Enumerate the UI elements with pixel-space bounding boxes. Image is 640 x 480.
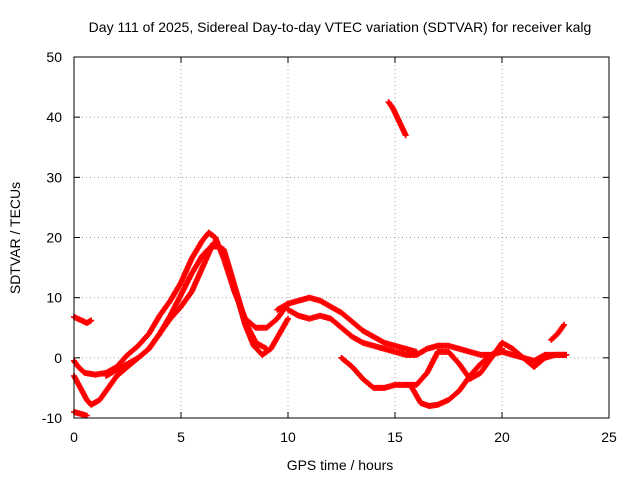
- x-axis-label: GPS time / hours: [287, 457, 394, 473]
- data-point: [402, 132, 409, 139]
- data-point: [563, 351, 570, 358]
- x-tick-label: 10: [280, 429, 296, 445]
- y-tick-label: 30: [46, 169, 62, 185]
- data-points-layer: [71, 99, 570, 419]
- y-axis-label: SDTVAR / TECUs: [7, 182, 23, 294]
- data-point: [88, 317, 95, 324]
- series-track-11: [548, 321, 568, 343]
- data-point: [263, 345, 270, 352]
- series-track-4: [71, 408, 90, 419]
- series-track-8: [338, 339, 570, 391]
- series-track-10: [385, 99, 409, 139]
- x-tick-label: 25: [601, 429, 617, 445]
- y-tick-label: 0: [54, 350, 62, 366]
- y-tick-label: 50: [46, 49, 62, 65]
- x-tick-label: 15: [387, 429, 403, 445]
- y-tick-label: 40: [46, 109, 62, 125]
- series-track-7: [285, 306, 570, 364]
- series-track-9: [409, 345, 505, 409]
- chart-title: Day 111 of 2025, Sidereal Day-to-day VTE…: [89, 19, 592, 35]
- y-tick-label: 20: [46, 230, 62, 246]
- data-point: [499, 345, 505, 352]
- data-point: [285, 315, 291, 322]
- data-point: [561, 321, 568, 328]
- x-tick-label: 20: [494, 429, 510, 445]
- x-tick-label: 0: [70, 429, 78, 445]
- y-tick-label: -10: [42, 410, 62, 426]
- x-tick-label: 5: [177, 429, 185, 445]
- series-track-5: [103, 240, 270, 379]
- series-track-6: [274, 294, 420, 355]
- y-tick-label: 10: [46, 290, 62, 306]
- axis-ticks: 0 5 10 15 20 25 -10 0 10 20 30 40 50: [42, 49, 617, 445]
